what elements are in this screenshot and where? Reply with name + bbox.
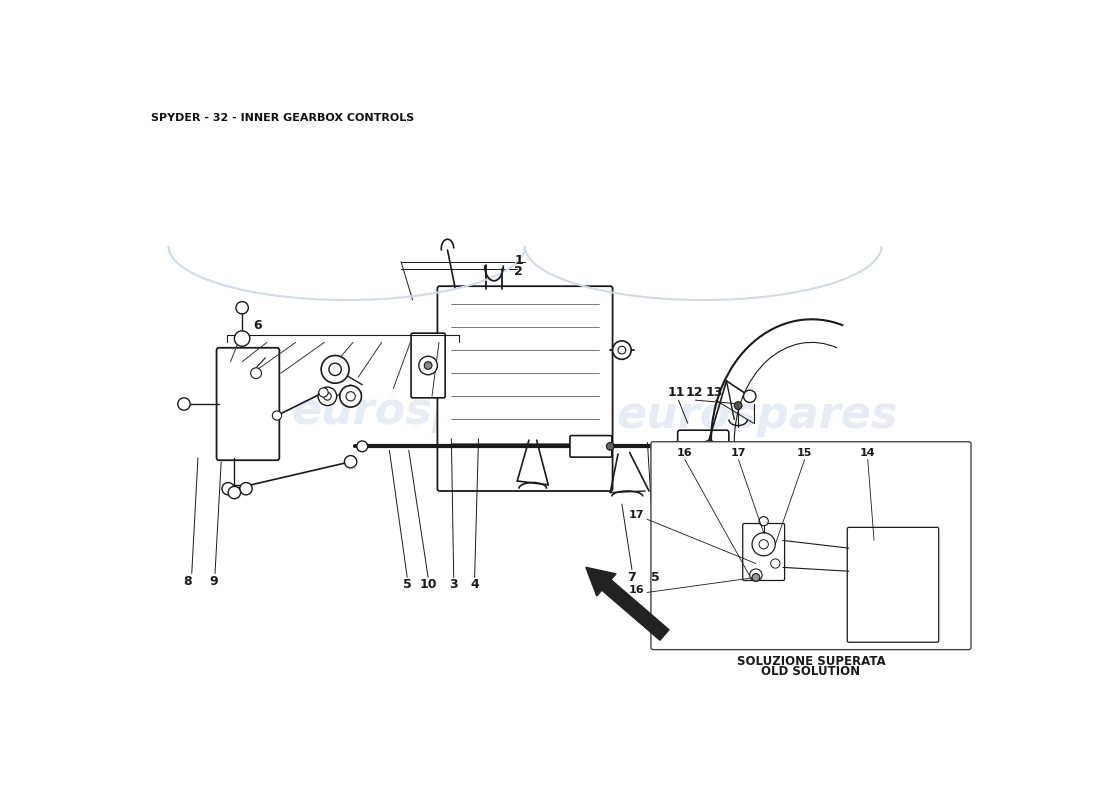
Circle shape [750,450,759,458]
FancyBboxPatch shape [678,430,729,462]
FancyBboxPatch shape [217,348,279,460]
Circle shape [419,356,438,374]
Circle shape [750,569,762,582]
Text: 6: 6 [253,319,262,332]
Circle shape [618,346,626,354]
Circle shape [771,559,780,568]
FancyBboxPatch shape [847,527,938,642]
Circle shape [319,388,328,397]
Text: 10: 10 [419,578,437,591]
Text: 12: 12 [685,386,703,399]
Text: eurospares: eurospares [292,390,573,434]
Circle shape [752,574,760,582]
Circle shape [735,402,743,410]
Text: 17: 17 [730,448,746,458]
Circle shape [613,341,631,359]
FancyBboxPatch shape [651,442,971,650]
Circle shape [425,362,432,370]
Circle shape [752,533,776,556]
Circle shape [754,446,839,531]
Circle shape [234,331,250,346]
Circle shape [767,459,826,518]
Circle shape [744,390,756,402]
Text: 5: 5 [651,570,660,584]
Text: 9: 9 [209,574,218,587]
Circle shape [346,392,355,401]
Text: 14: 14 [860,448,876,458]
Text: SOLUZIONE SUPERATA: SOLUZIONE SUPERATA [737,654,886,668]
FancyBboxPatch shape [438,286,613,491]
FancyBboxPatch shape [411,333,446,398]
Circle shape [273,411,282,420]
Circle shape [344,455,356,468]
Circle shape [178,398,190,410]
Circle shape [759,540,768,549]
Text: 2: 2 [515,265,524,278]
Text: eurospares: eurospares [617,394,899,437]
Circle shape [340,386,362,407]
FancyBboxPatch shape [742,523,784,581]
Text: SPYDER - 32 - INNER GEARBOX CONTROLS: SPYDER - 32 - INNER GEARBOX CONTROLS [152,113,415,123]
Circle shape [750,518,759,528]
Circle shape [251,368,262,378]
Text: 16: 16 [628,586,643,595]
Text: 15: 15 [798,448,813,458]
Text: 5: 5 [403,578,411,591]
Circle shape [737,484,747,494]
Circle shape [356,441,367,452]
Circle shape [222,482,234,495]
Text: 1: 1 [515,254,524,266]
Circle shape [329,363,341,375]
Text: 16: 16 [676,448,693,458]
Circle shape [235,302,249,314]
Circle shape [703,440,716,453]
Circle shape [240,482,252,495]
Text: OLD SOLUTION: OLD SOLUTION [761,666,860,678]
Text: 17: 17 [628,510,643,520]
Text: 4: 4 [471,578,478,591]
Circle shape [228,486,241,498]
Text: 3: 3 [450,578,458,591]
FancyArrow shape [586,567,669,640]
Text: 11: 11 [668,386,685,399]
Circle shape [759,517,768,526]
Circle shape [606,442,614,450]
Circle shape [782,537,792,546]
Text: 8: 8 [184,574,192,587]
FancyBboxPatch shape [570,435,612,457]
Circle shape [318,387,337,406]
Text: 13: 13 [705,386,723,399]
Circle shape [321,355,349,383]
Text: 7: 7 [628,570,636,584]
Circle shape [323,393,331,400]
